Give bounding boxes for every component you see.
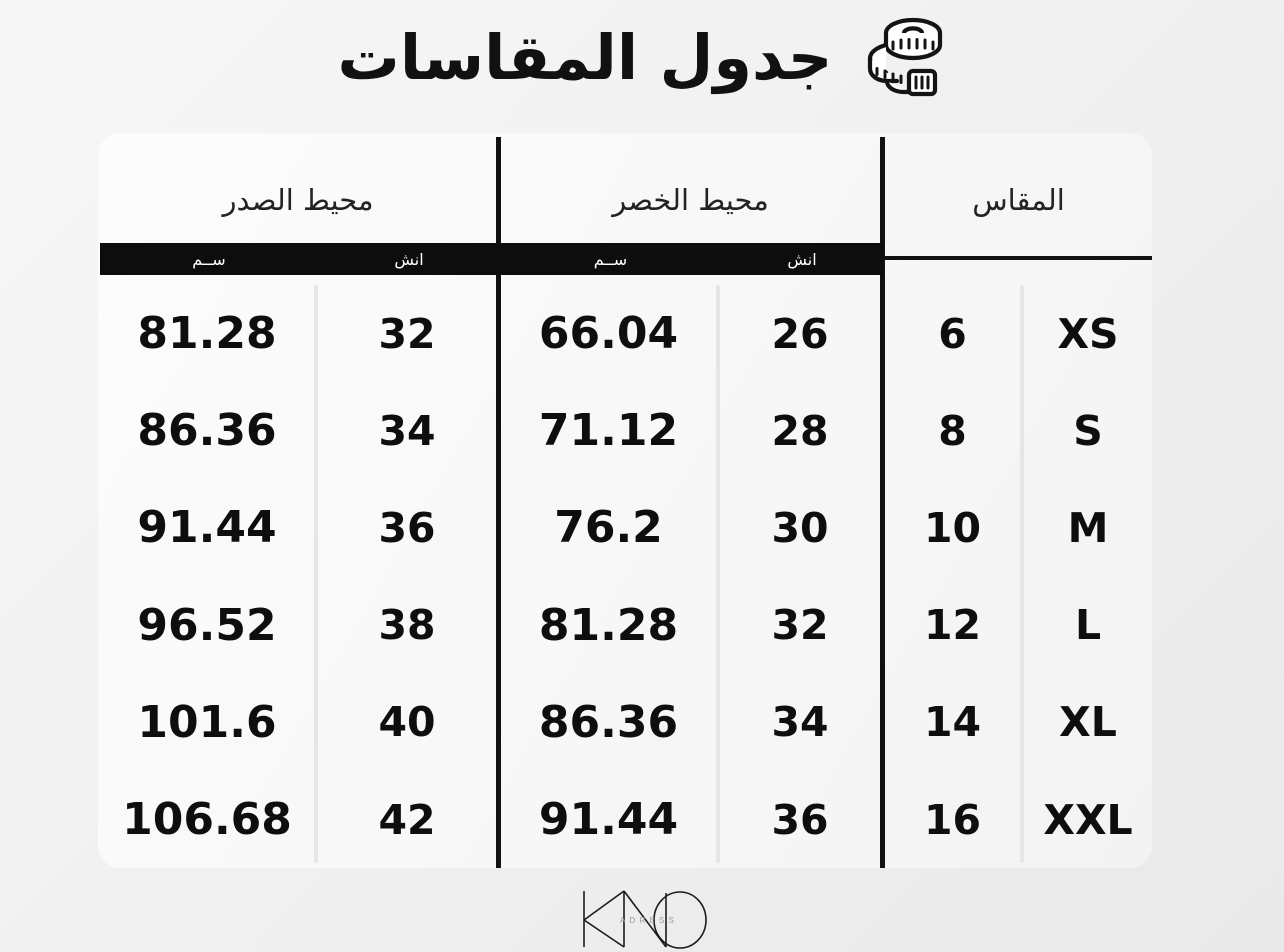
cell-chest-inch: 32 (378, 309, 436, 358)
cell-waist-cm: 91.44 (538, 794, 679, 846)
cell-waist-cm: 86.36 (538, 696, 679, 748)
cell-size-label: XS (1057, 309, 1119, 358)
cell-size-label: L (1074, 601, 1102, 650)
column-separator-chest-waist (496, 137, 501, 868)
cell-chest-inch: 36 (378, 503, 436, 552)
subcolumn-separator-size (1020, 285, 1024, 863)
unit-label-chest-inch: انش (394, 249, 424, 269)
cell-chest-cm: 81.28 (137, 308, 277, 360)
cell-size-number: 14 (923, 698, 982, 747)
cell-waist-cm: 71.12 (538, 405, 679, 457)
cell-waist-cm: 81.28 (538, 599, 679, 651)
cell-chest-cm: 96.52 (137, 599, 277, 651)
cell-size-number: 6 (938, 309, 967, 358)
cell-chest-inch: 42 (378, 795, 436, 844)
size-header-rule (883, 256, 1152, 260)
cell-chest-cm: 91.44 (137, 502, 277, 554)
brand-tagline: ADRESS (620, 916, 679, 925)
cell-waist-inch: 36 (771, 795, 829, 844)
table-row: 106.68 42 91.44 36 16 XXL (98, 771, 1152, 868)
page-title: جدول المقاسات (337, 21, 833, 94)
table-row: 86.36 34 71.12 28 8 S (98, 382, 1152, 479)
size-chart-rows: 81.28 32 66.04 26 6 XS 86.36 34 71.12 28… (98, 285, 1152, 868)
brand-footer: ADRESS (0, 884, 1284, 952)
column-separator-waist-size (880, 137, 885, 868)
unit-label-waist-inch: انش (787, 249, 817, 269)
page-header: جدول المقاسات (0, 6, 1284, 110)
cell-size-label: S (1073, 406, 1103, 455)
cell-size-number: 16 (923, 795, 982, 844)
measuring-tape-icon (867, 17, 942, 97)
cell-waist-inch: 34 (771, 698, 829, 747)
cell-chest-cm: 106.68 (122, 794, 292, 846)
cell-chest-inch: 38 (378, 601, 436, 650)
table-row: 101.6 40 86.36 34 14 XL (98, 674, 1152, 771)
cell-chest-cm: 86.36 (137, 405, 277, 457)
cell-waist-inch: 30 (771, 503, 829, 552)
cell-size-number: 10 (923, 503, 982, 552)
cell-waist-cm: 76.2 (554, 502, 663, 554)
cell-waist-inch: 28 (771, 406, 829, 455)
cell-size-number: 12 (923, 601, 982, 650)
column-header-chest: محيط الصدر (222, 183, 374, 217)
cell-chest-inch: 40 (378, 698, 436, 747)
unit-header-bar: انش ســم انش ســم (100, 243, 883, 275)
column-header-waist: محيط الخصر (612, 183, 769, 217)
subcolumn-separator-chest (314, 285, 318, 863)
cell-chest-inch: 34 (378, 406, 436, 455)
brand-logo-icon (583, 890, 707, 949)
cell-waist-inch: 26 (771, 309, 829, 358)
unit-label-chest-cm: ســم (192, 249, 226, 269)
subcolumn-separator-waist (716, 285, 720, 863)
cell-size-label: XXL (1043, 795, 1133, 844)
cell-waist-cm: 66.04 (538, 308, 679, 360)
unit-label-waist-cm: ســم (593, 249, 628, 269)
cell-waist-inch: 32 (771, 601, 829, 650)
size-chart-card: محيط الصدر محيط الخصر المقاس انش ســم ان… (98, 133, 1152, 868)
cell-size-label: M (1067, 503, 1109, 552)
table-row: 91.44 36 76.2 30 10 M (98, 479, 1152, 576)
cell-size-number: 8 (938, 406, 967, 455)
table-row: 81.28 32 66.04 26 6 XS (98, 285, 1152, 382)
column-header-size: المقاس (972, 183, 1065, 217)
table-row: 96.52 38 81.28 32 12 L (98, 577, 1152, 674)
cell-chest-cm: 101.6 (137, 696, 277, 748)
cell-size-label: XL (1059, 698, 1117, 747)
